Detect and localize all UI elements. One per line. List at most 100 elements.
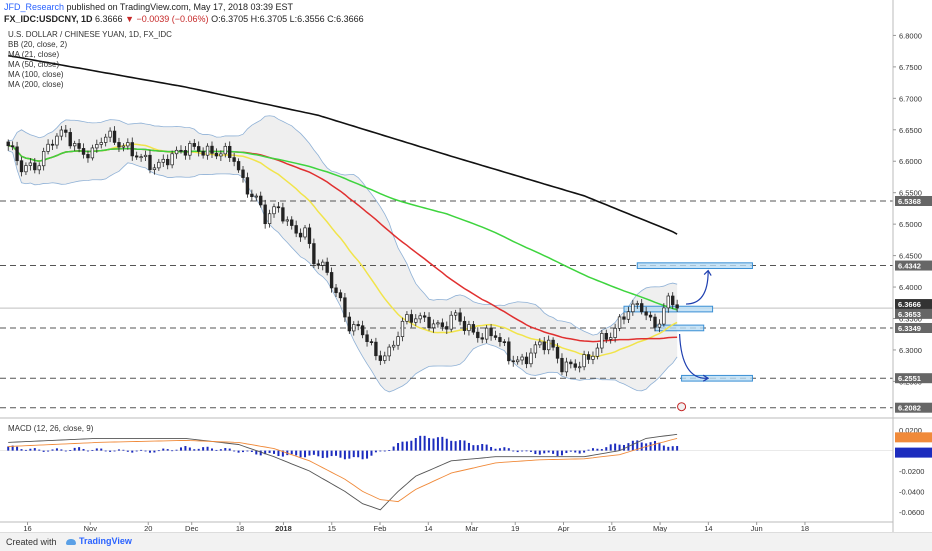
candle-body [462,320,467,331]
time-tick-label: 14 [704,524,712,533]
legend-ma100[interactable]: MA (100, close) [8,70,64,79]
candle-body [391,344,396,348]
candle-body [24,165,28,173]
candle-body [68,132,72,147]
macd-histogram-bar [423,435,426,451]
candle-body [232,157,236,162]
candle-body [267,213,272,225]
candle-body [675,304,679,309]
macd-legend[interactable]: MACD (12, 26, close, 9) [8,424,94,433]
legend-ma200[interactable]: MA (200, close) [8,80,64,89]
time-tick-label: Nov [84,524,98,533]
macd-histogram-bar [55,448,58,451]
symbol-label: FX_IDC:USDCNY, 1D [4,14,93,24]
macd-tick-label: -0.0600 [899,508,924,517]
candle-body [99,142,103,145]
candle-body [578,366,582,369]
candle-body [33,162,37,171]
candle-body [170,153,174,166]
macd-histogram-bar [596,448,599,451]
candle-body [108,130,112,138]
macd-histogram-bar [210,448,213,451]
candle-body [631,303,635,313]
symbol-header: FX_IDC:USDCNY, 1D 6.3666 ▼ −0.0039 (−0.0… [4,14,364,24]
macd-histogram-bar [42,450,45,452]
macd-histogram-bar [622,444,625,451]
created-with-text: Created with [6,537,57,547]
macd-histogram-bar [653,440,656,451]
macd-histogram-bar [86,450,89,452]
macd-histogram-bar [131,450,134,453]
legend-ma21[interactable]: MA (21, close) [8,50,60,59]
macd-histogram-bar [228,448,231,451]
candle-body [422,315,427,318]
macd-histogram-bar [472,445,475,451]
macd-histogram-bar [188,447,191,451]
macd-histogram-bar [529,450,532,452]
candle-body [507,341,511,362]
candle-body [55,135,59,146]
candle-body [72,143,77,147]
macd-histogram-bar [671,446,674,451]
macd-histogram-bar [184,446,187,451]
macd-histogram-bar [450,440,453,451]
candle-body [640,303,644,313]
macd-histogram-bar [277,450,280,457]
macd-histogram-bar [16,446,19,451]
candle-body [143,154,148,158]
macd-histogram-bar [109,450,112,452]
macd-histogram-bar [463,440,466,451]
macd-histogram-bar [233,450,236,452]
tradingview-brand[interactable]: TradingView [66,536,132,546]
macd-histogram-bar [69,450,72,451]
time-tick-label: Jun [751,524,763,533]
candle-body [135,155,139,158]
candle-body [28,162,33,166]
macd-histogram-bar [135,450,138,452]
macd-histogram-bar [126,450,129,452]
macd-histogram-bar [197,448,200,451]
legend-ma50[interactable]: MA (50, close) [8,60,60,69]
time-tick-label: 20 [144,524,152,533]
candle-body [582,354,586,368]
author-link[interactable]: JFD_Research [4,2,65,12]
candle-body [445,326,449,330]
macd-histogram-bar [100,448,103,451]
candle-body [46,143,50,152]
candle-body [493,335,498,338]
macd-histogram-bar [600,449,603,451]
macd-histogram-bar [605,447,608,451]
price-tick-label: 6.5500 [899,189,922,198]
candle-body [148,154,152,170]
macd-histogram-bar [281,450,284,457]
macd-histogram-bar [490,447,493,451]
candle-body [626,311,631,320]
macd-histogram-bar [157,450,160,452]
candle-body [272,206,276,215]
macd-histogram-bar [273,450,276,454]
macd-histogram-bar [649,442,652,451]
macd-histogram-bar [552,450,555,454]
bb-upper-line [8,115,678,336]
candle-body [374,341,378,357]
candle-body [635,303,639,305]
macd-histogram-bar [299,450,302,458]
candle-body [533,344,538,354]
macd-histogram-bar [591,448,594,451]
macd-histogram-bar [60,449,63,451]
candle-body [250,193,254,198]
macd-histogram-bar [215,449,218,451]
macd-histogram-bar [667,446,670,451]
legend-bb[interactable]: BB (20, close, 2) [8,40,68,49]
macd-histogram-bar [357,450,360,458]
macd-histogram-bar [162,448,165,451]
candle-body [121,145,126,148]
candle-body [259,195,263,206]
candle-body [179,149,183,152]
price-zone-2 [636,262,753,269]
macd-histogram-bar [148,450,151,453]
macd-histogram-bar [82,448,85,451]
macd-tick-label: -0.0200 [899,467,924,476]
price-tag-box [895,299,932,310]
